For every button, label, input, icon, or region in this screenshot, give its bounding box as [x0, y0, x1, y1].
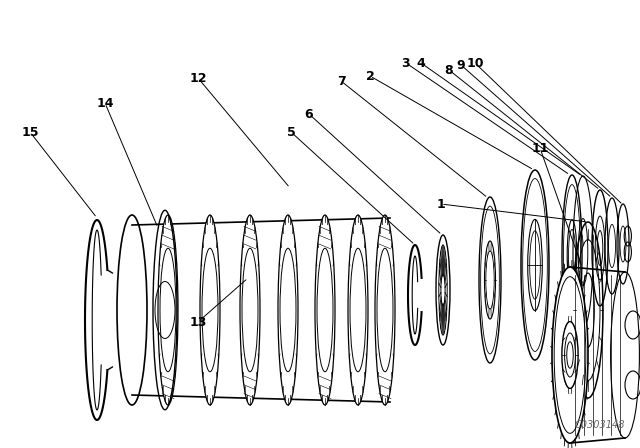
Ellipse shape — [278, 215, 298, 405]
Text: C0303148: C0303148 — [575, 420, 625, 430]
Text: 13: 13 — [189, 315, 207, 328]
Text: 6: 6 — [305, 108, 314, 121]
Text: 3: 3 — [402, 56, 410, 69]
Text: 10: 10 — [467, 56, 484, 69]
Text: 8: 8 — [445, 64, 453, 77]
Text: 4: 4 — [417, 56, 426, 69]
Text: 14: 14 — [96, 96, 114, 109]
Text: 15: 15 — [21, 125, 39, 138]
Ellipse shape — [240, 215, 260, 405]
Ellipse shape — [200, 215, 220, 405]
Text: 2: 2 — [365, 69, 374, 82]
Ellipse shape — [375, 215, 395, 405]
Text: 1: 1 — [436, 198, 445, 211]
Text: 12: 12 — [189, 72, 207, 85]
Text: 7: 7 — [337, 74, 346, 87]
Text: 5: 5 — [287, 125, 296, 138]
Ellipse shape — [158, 215, 178, 405]
Ellipse shape — [315, 215, 335, 405]
Ellipse shape — [348, 215, 368, 405]
Text: 11: 11 — [531, 142, 548, 155]
Text: 9: 9 — [457, 59, 465, 72]
Ellipse shape — [552, 267, 588, 443]
